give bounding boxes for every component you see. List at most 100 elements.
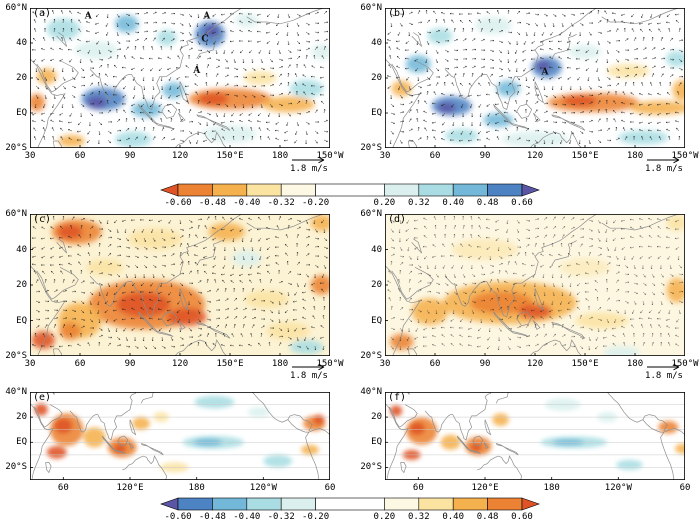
colorbar-tick-label: -0.20 xyxy=(302,198,330,208)
map-frame xyxy=(385,8,685,148)
panel-label-f: (f) xyxy=(388,392,407,403)
map-annotation: A xyxy=(541,68,550,78)
panel-label-c: (c) xyxy=(33,214,52,225)
anomaly-shading xyxy=(30,13,330,148)
y-tick-label: 60°N xyxy=(5,209,27,219)
x-tick-label: 180 xyxy=(271,359,289,369)
coastlines xyxy=(385,214,679,356)
x-tick-label: 60 xyxy=(429,151,441,161)
x-tick-label: 60 xyxy=(429,359,441,369)
y-tick-label: EQ xyxy=(16,437,27,448)
x-tick-label: 30 xyxy=(24,151,36,161)
colorbar-tick-label: 0.48 xyxy=(476,198,499,208)
x-tick-label: 120 xyxy=(526,151,544,161)
panel-d: (d) 30 60 90 120 150°E 180 150°W 60°N 40 20 EQ 20°S xyxy=(360,209,698,369)
y-tick-label: 40°N xyxy=(5,387,27,397)
x-tick-label: 180 xyxy=(271,151,289,161)
coastlines xyxy=(30,214,324,356)
map-a: A A C A xyxy=(30,8,330,148)
x-tick-label: 150°E xyxy=(216,359,244,369)
colorbar-tick-label: -0.20 xyxy=(302,512,330,522)
y-tick-label: 20°S xyxy=(5,143,27,153)
ocean-background xyxy=(30,8,330,148)
panel-label-e: (e) xyxy=(33,392,52,403)
colorbar-segment xyxy=(212,497,248,511)
colorbar-tick-label: -0.40 xyxy=(233,198,261,208)
wind-vectors xyxy=(31,10,329,145)
y-tick-label: EQ xyxy=(371,108,382,118)
reference-arrow-label: 1.8 m/s xyxy=(290,164,328,174)
colorbar-right-arrow xyxy=(521,183,540,197)
x-tick-label: 120°W xyxy=(249,483,277,493)
colorbar-segment xyxy=(246,497,282,511)
map-frame xyxy=(30,214,330,356)
map-annotation: A xyxy=(202,12,211,22)
colorbar-segment xyxy=(418,497,454,511)
y-tick-label: 20°S xyxy=(360,462,382,473)
wind-scale-a: 1.8 m/s xyxy=(283,155,335,174)
colorbar-segment xyxy=(452,183,488,197)
wind-vectors xyxy=(31,215,328,351)
map-f xyxy=(385,392,685,480)
x-tick-label: 60 xyxy=(74,359,86,369)
colorbar-tick-label: -0.60 xyxy=(164,198,192,208)
y-tick-label: 40 xyxy=(16,244,27,255)
wind-vectors xyxy=(387,9,684,145)
colorbar-tick-label: -0.32 xyxy=(267,512,295,522)
colorbar-segment xyxy=(418,183,454,197)
x-tick-label: 60 xyxy=(324,483,336,493)
map-frame xyxy=(30,392,330,480)
y-tick-label: 20 xyxy=(16,73,27,83)
y-tick-label: 40 xyxy=(16,38,27,48)
x-tick-label: 180 xyxy=(188,483,205,493)
colorbar-segment xyxy=(452,497,488,511)
panel-label-b: (b) xyxy=(388,8,407,19)
reference-arrow-icon xyxy=(292,156,325,164)
x-tick-label: 150°E xyxy=(571,359,599,369)
anomaly-shading xyxy=(34,395,326,473)
colorbar-left-arrow xyxy=(160,497,179,511)
coastlines xyxy=(30,392,330,480)
y-tick-label: 40 xyxy=(371,38,382,48)
colorbar-segment xyxy=(315,497,385,511)
x-tick-label: 60 xyxy=(74,151,86,161)
x-tick-label: 120 xyxy=(171,151,189,161)
panel-a: A A C A (a) 30 60 90 120 150°E 180 150°W 60°N 40 20 E… xyxy=(5,3,343,161)
coastlines xyxy=(385,392,685,480)
colorbar-tick-label: 0.20 xyxy=(373,198,396,208)
colorbar-tick-label: -0.48 xyxy=(198,512,226,522)
colorbar-tick-label: -0.32 xyxy=(267,198,295,208)
panel-c: (c) 30 60 90 120 150°E 180 150°W 60°N 40 20 EQ 20°S xyxy=(5,209,343,369)
wind-scale-c: 1.8 m/s xyxy=(283,362,335,381)
map-frame xyxy=(385,392,685,480)
anomaly-shading xyxy=(390,214,685,356)
colorbar-left-arrow xyxy=(160,183,179,197)
colorbar-segment xyxy=(280,183,316,197)
x-tick-label: 60 xyxy=(57,483,69,493)
x-tick-label: 30 xyxy=(379,151,391,161)
map-e xyxy=(30,392,330,480)
colorbar-tick-label: 0.32 xyxy=(407,512,430,522)
colorbar-tick-label: 0.60 xyxy=(511,198,533,208)
x-tick-label: 180 xyxy=(543,483,560,493)
colorbar-segment xyxy=(246,183,282,197)
colorbar-tick-label: -0.40 xyxy=(233,512,261,522)
y-tick-label: 60°N xyxy=(5,3,27,13)
x-tick-label: 150°W xyxy=(316,151,344,161)
colorbar-segment xyxy=(384,497,420,511)
x-tick-label: 150°W xyxy=(671,151,699,161)
y-tick-label: 20 xyxy=(16,412,27,423)
wind-vectors xyxy=(387,215,684,351)
x-tick-label: 120°E xyxy=(116,483,144,493)
y-tick-label: 40 xyxy=(371,244,382,255)
y-tick-label: 60°N xyxy=(360,3,382,13)
colorbar-segment xyxy=(212,183,248,197)
y-tick-label: 20 xyxy=(371,280,382,290)
x-tick-label: 180 xyxy=(626,359,644,369)
x-tick-label: 90 xyxy=(124,151,136,161)
colorbar-segment xyxy=(177,183,213,197)
colorbar-segment xyxy=(280,497,316,511)
x-tick-label: 90 xyxy=(124,359,136,369)
colorbar-tick-label: 0.48 xyxy=(476,512,499,522)
